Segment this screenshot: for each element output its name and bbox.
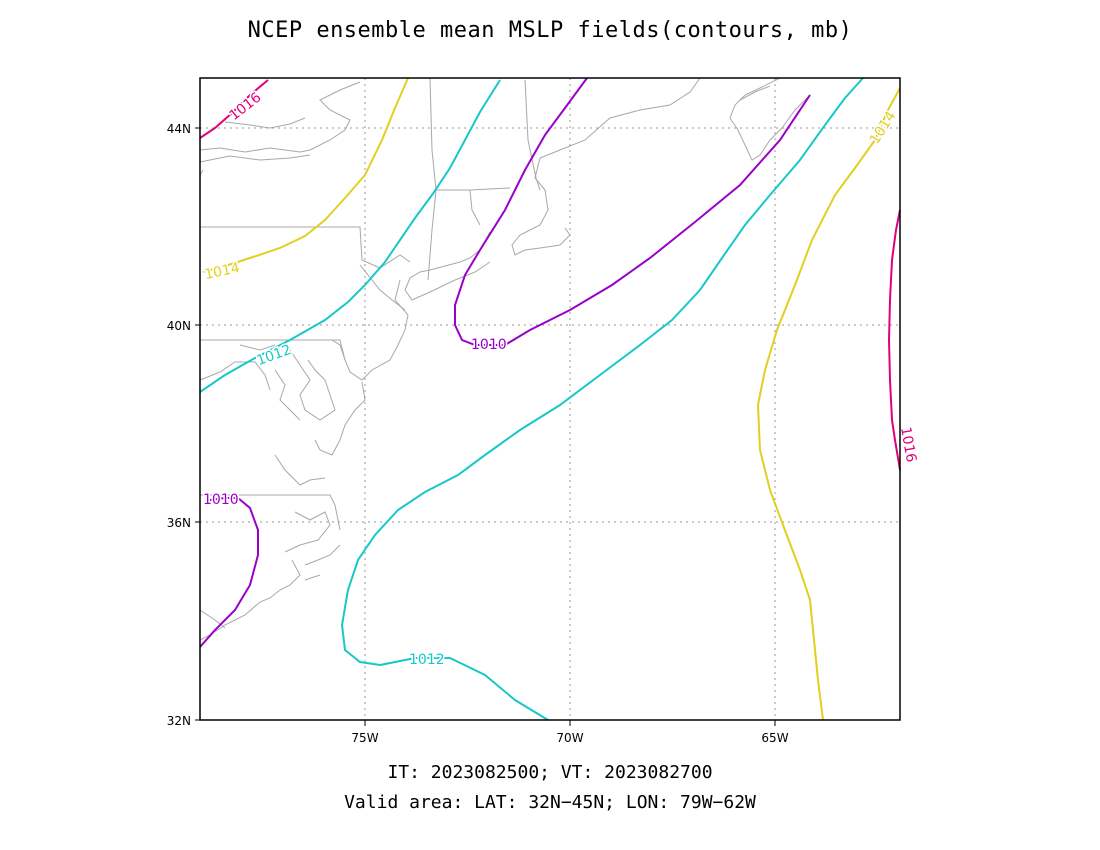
lon-tick-75w: 75W bbox=[351, 731, 378, 745]
map-frame bbox=[199, 77, 901, 721]
label-1010-southwest: 1010 bbox=[203, 492, 239, 508]
isobar-1012-west bbox=[199, 79, 501, 393]
isobar-1016-northwest bbox=[199, 79, 269, 139]
isobar-1010-southwest bbox=[199, 497, 259, 648]
label-1012-bottom: 1012 bbox=[409, 652, 445, 668]
lon-tick-65w: 65W bbox=[761, 731, 788, 745]
label-1014-right: 1014 bbox=[867, 109, 899, 148]
area-info: Valid area: LAT: 32N−45N; LON: 79W−62W bbox=[344, 792, 756, 813]
isobar-1016-east bbox=[887, 209, 901, 471]
lat-tick-32n: 32N bbox=[167, 714, 191, 728]
isobar-1012-east bbox=[340, 77, 864, 721]
isobar-1010-north bbox=[454, 77, 811, 346]
lon-tick-70w: 70W bbox=[556, 731, 583, 745]
lat-tick-44n: 44N bbox=[167, 122, 191, 136]
time-info: IT: 2023082500; VT: 2023082700 bbox=[387, 762, 713, 783]
coastlines bbox=[199, 77, 811, 641]
isobar-1014-west bbox=[202, 77, 409, 273]
isobar-labels: 1016 1014 1014 1012 1012 1010 1010 1016 bbox=[202, 88, 921, 670]
isobars bbox=[199, 77, 901, 721]
lat-tick-labels: 44N 40N 36N 32N bbox=[167, 122, 191, 728]
lat-tick-40n: 40N bbox=[167, 319, 191, 333]
tick-marks bbox=[195, 127, 776, 726]
map-title: NCEP ensemble mean MSLP fields(contours,… bbox=[247, 18, 853, 43]
lat-tick-36n: 36N bbox=[167, 516, 191, 530]
label-1014-left: 1014 bbox=[203, 260, 241, 283]
label-1012-left: 1012 bbox=[255, 342, 294, 369]
label-1010-north: 1010 bbox=[471, 337, 507, 353]
isobar-1014-east bbox=[756, 87, 901, 721]
label-1016-top: 1016 bbox=[227, 89, 265, 124]
graticule bbox=[200, 78, 900, 720]
lon-tick-labels: 75W 70W 65W bbox=[351, 731, 788, 745]
